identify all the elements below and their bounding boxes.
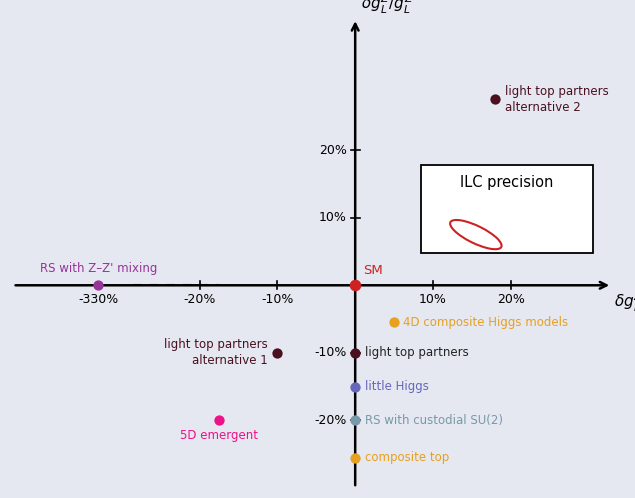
Text: -20%: -20%	[184, 293, 216, 306]
Text: RS with custodial SU(2): RS with custodial SU(2)	[364, 414, 502, 427]
Text: 4D composite Higgs models: 4D composite Higgs models	[403, 316, 568, 329]
Text: composite top: composite top	[364, 451, 449, 464]
Text: 5D emergent: 5D emergent	[180, 429, 258, 442]
Text: light top partners
alternative 2: light top partners alternative 2	[505, 85, 608, 114]
Text: light top partners: light top partners	[364, 347, 468, 360]
Text: $\delta g_L^Z/g_L^Z$: $\delta g_L^Z/g_L^Z$	[361, 0, 414, 16]
Text: SM: SM	[363, 264, 383, 277]
Point	[389, 319, 399, 327]
Text: light top partners
alternative 1: light top partners alternative 1	[164, 338, 268, 368]
Text: 20%: 20%	[319, 143, 347, 156]
Text: -10%: -10%	[314, 347, 347, 360]
Text: 10%: 10%	[319, 211, 347, 224]
Point	[272, 349, 283, 357]
Text: -10%: -10%	[261, 293, 293, 306]
Point	[93, 281, 104, 289]
Point	[350, 281, 360, 289]
Text: 20%: 20%	[497, 293, 525, 306]
Text: RS with Z–Z' mixing: RS with Z–Z' mixing	[39, 262, 157, 275]
Text: $\delta g_R^Z/g_R^Z$: $\delta g_R^Z/g_R^Z$	[615, 291, 635, 314]
Point	[350, 382, 360, 390]
FancyBboxPatch shape	[422, 165, 592, 253]
Point	[350, 349, 360, 357]
Text: 10%: 10%	[419, 293, 447, 306]
Point	[214, 416, 224, 424]
Point	[350, 454, 360, 462]
Point	[350, 416, 360, 424]
Text: -20%: -20%	[314, 414, 347, 427]
Text: little Higgs: little Higgs	[364, 380, 429, 393]
Text: ILC precision: ILC precision	[460, 175, 554, 190]
Point	[490, 96, 500, 104]
Text: -330%: -330%	[78, 293, 119, 306]
